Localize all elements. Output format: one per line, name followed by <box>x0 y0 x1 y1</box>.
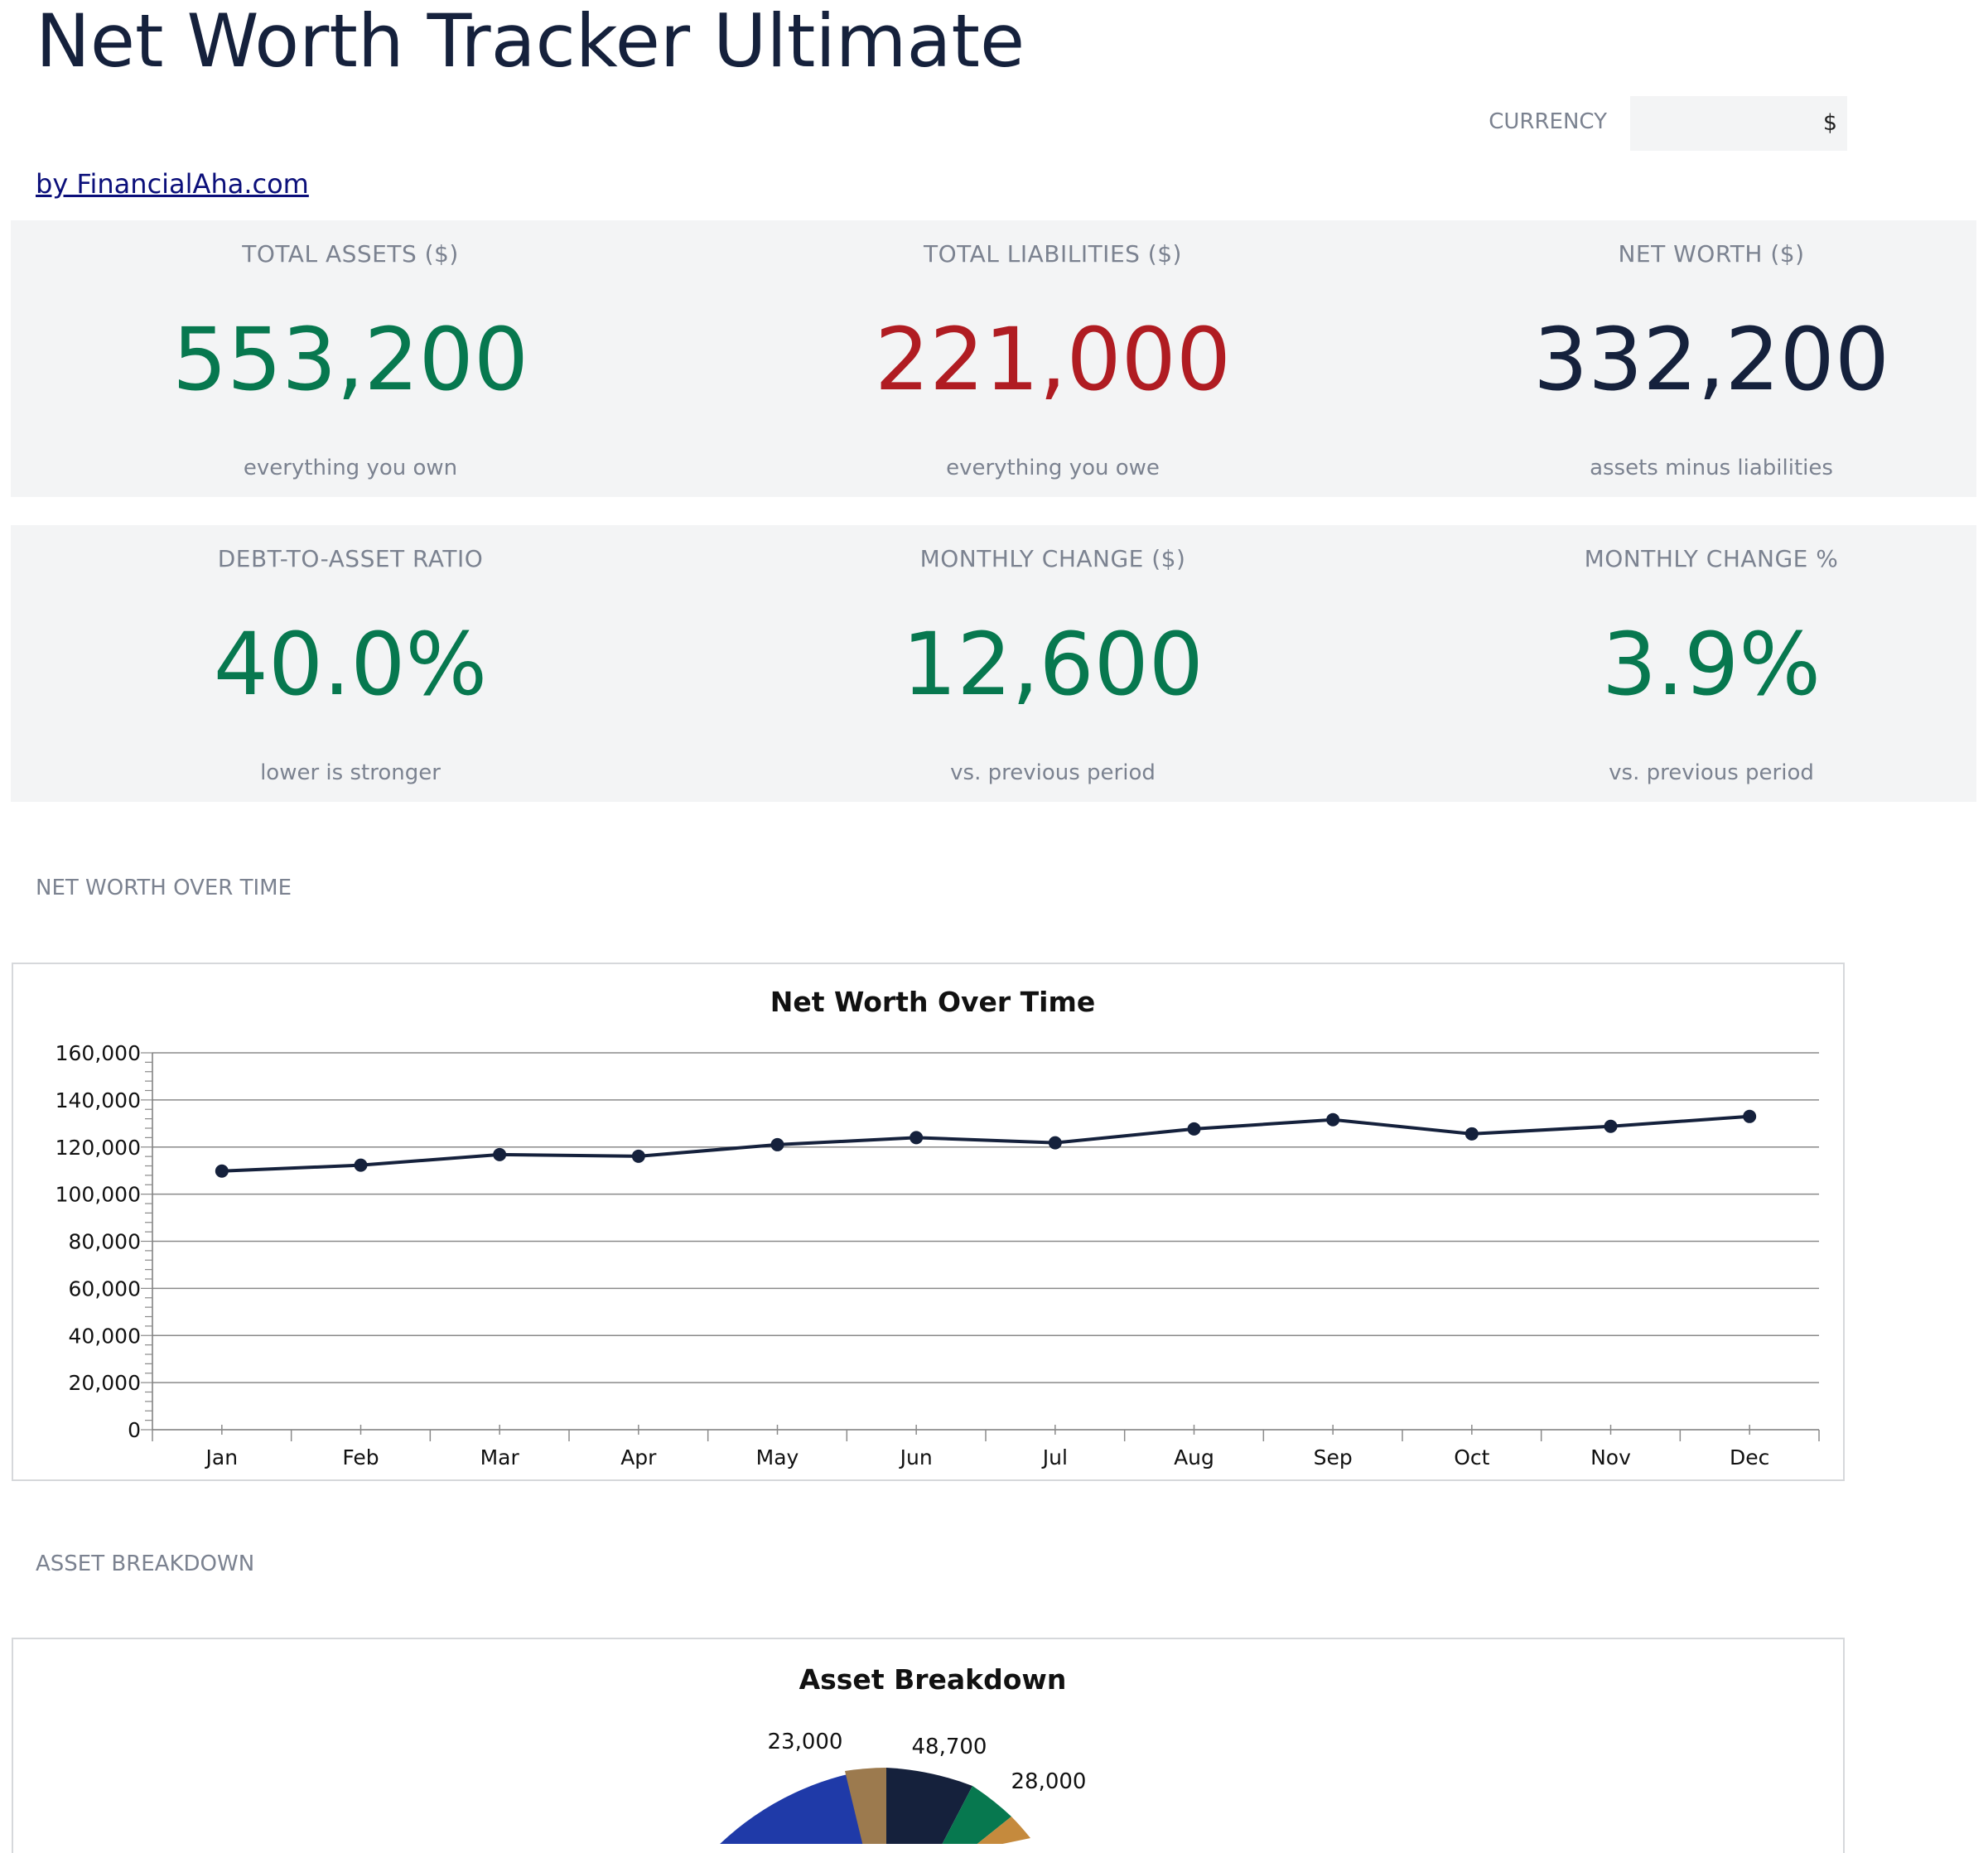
pie-slice-3[interactable] <box>974 1817 1030 1844</box>
kpi-subtitle: everything you owe <box>946 456 1160 480</box>
x-tick-label: Oct <box>1454 1445 1489 1469</box>
kpi-band-primary: TOTAL ASSETS ($) 553,200 everything you … <box>11 220 1976 497</box>
kpi-label: NET WORTH ($) <box>1618 240 1805 268</box>
line-chart-svg: Net Worth Over Time 0 20,000 40,000 60,000 8… <box>55 986 1820 1469</box>
kpi-net-worth: NET WORTH ($) 332,200 assets minus liabi… <box>1372 220 1988 497</box>
data-point[interactable] <box>770 1137 784 1151</box>
currency-input[interactable]: $ <box>1630 96 1847 151</box>
x-tick-label: Sep <box>1314 1445 1353 1469</box>
data-point[interactable] <box>631 1149 645 1163</box>
data-point[interactable] <box>1326 1112 1340 1127</box>
y-tick-label: 160,000 <box>55 1041 141 1065</box>
financialaha-link[interactable]: by FinancialAha.com <box>36 168 309 200</box>
pie-slice-5[interactable] <box>845 1768 886 1844</box>
kpi-value: 3.9% <box>1601 614 1822 715</box>
kpi-debt-to-asset: DEBT-TO-ASSET RATIO 40.0% lower is stron… <box>11 525 690 802</box>
kpi-total-liabilities: TOTAL LIABILITIES ($) 221,000 everything… <box>713 220 1392 497</box>
x-tick-label: Apr <box>620 1445 657 1469</box>
pie-data-label: 23,000 <box>768 1730 843 1754</box>
kpi-value: 12,600 <box>902 614 1204 715</box>
section-label-net-worth: NET WORTH OVER TIME <box>36 876 292 900</box>
data-point[interactable] <box>1464 1127 1479 1141</box>
data-point[interactable] <box>910 1131 924 1145</box>
kpi-value: 553,200 <box>171 309 529 410</box>
page-title: Net Worth Tracker Ultimate <box>36 0 1025 84</box>
y-tick-label: 0 <box>128 1418 141 1442</box>
x-tick-label: Jul <box>1041 1445 1068 1469</box>
kpi-value: 221,000 <box>874 309 1232 410</box>
kpi-label: DEBT-TO-ASSET RATIO <box>217 545 484 572</box>
data-point[interactable] <box>1604 1119 1618 1133</box>
kpi-value: 40.0% <box>213 614 488 715</box>
pie-slice-2[interactable] <box>941 1786 1011 1844</box>
y-tick-label: 120,000 <box>55 1136 141 1160</box>
kpi-label: MONTHLY CHANGE ($) <box>919 545 1186 572</box>
y-tick-label: 80,000 <box>69 1230 141 1254</box>
kpi-label: TOTAL ASSETS ($) <box>242 240 459 268</box>
y-tick-label: 60,000 <box>69 1276 141 1300</box>
pie-slice-4[interactable] <box>717 1768 886 1844</box>
data-point[interactable] <box>1743 1109 1757 1123</box>
kpi-monthly-change: MONTHLY CHANGE ($) 12,600 vs. previous p… <box>713 525 1392 802</box>
pie-data-label: 48,700 <box>912 1735 987 1759</box>
currency-label: CURRENCY <box>1489 109 1607 134</box>
x-tick-label: Jun <box>899 1445 933 1469</box>
y-tick-label: 40,000 <box>69 1324 141 1348</box>
kpi-label: MONTHLY CHANGE % <box>1584 545 1839 572</box>
kpi-value: 332,200 <box>1532 309 1890 410</box>
data-point[interactable] <box>1187 1122 1201 1136</box>
kpi-subtitle: lower is stronger <box>260 760 441 785</box>
pie-data-label: 28,000 <box>1011 1769 1087 1794</box>
kpi-subtitle: everything you own <box>243 456 458 480</box>
x-tick-label: Mar <box>480 1445 520 1469</box>
data-point[interactable] <box>1048 1136 1062 1150</box>
x-tick-label: Jan <box>205 1445 239 1469</box>
data-point[interactable] <box>493 1147 507 1161</box>
pie-chart-svg: Asset Breakdown 23,000 48,700 28,000 <box>717 1663 1087 1844</box>
data-point[interactable] <box>215 1164 229 1178</box>
kpi-label: TOTAL LIABILITIES ($) <box>924 240 1182 268</box>
section-label-asset-breakdown: ASSET BREAKDOWN <box>36 1551 255 1576</box>
kpi-total-assets: TOTAL ASSETS ($) 553,200 everything you … <box>11 220 690 497</box>
kpi-subtitle: vs. previous period <box>1609 760 1814 785</box>
x-tick-label: Nov <box>1590 1445 1631 1469</box>
kpi-monthly-change-pct: MONTHLY CHANGE % 3.9% vs. previous perio… <box>1372 525 1988 802</box>
kpi-subtitle: vs. previous period <box>950 760 1156 785</box>
x-tick-label: Aug <box>1174 1445 1214 1469</box>
kpi-band-secondary: DEBT-TO-ASSET RATIO 40.0% lower is stron… <box>11 525 1976 802</box>
x-tick-label: Feb <box>342 1445 379 1469</box>
chart-title: Net Worth Over Time <box>770 986 1096 1018</box>
x-tick-label: Dec <box>1730 1445 1769 1469</box>
data-point[interactable] <box>354 1158 368 1172</box>
x-tick-label: May <box>756 1445 799 1469</box>
y-tick-label: 100,000 <box>55 1183 141 1207</box>
chart-title: Asset Breakdown <box>799 1663 1067 1696</box>
pie-slice-1[interactable] <box>886 1768 972 1844</box>
kpi-subtitle: assets minus liabilities <box>1590 456 1833 480</box>
y-tick-label: 20,000 <box>69 1371 141 1395</box>
net-worth-chart[interactable]: Net Worth Over Time 0 20,000 40,000 60,000 8… <box>12 963 1845 1481</box>
net-worth-series-line <box>221 1114 1750 1173</box>
y-tick-label: 140,000 <box>55 1088 141 1112</box>
asset-breakdown-chart[interactable]: Asset Breakdown 23,000 48,700 28,000 <box>12 1638 1845 1853</box>
